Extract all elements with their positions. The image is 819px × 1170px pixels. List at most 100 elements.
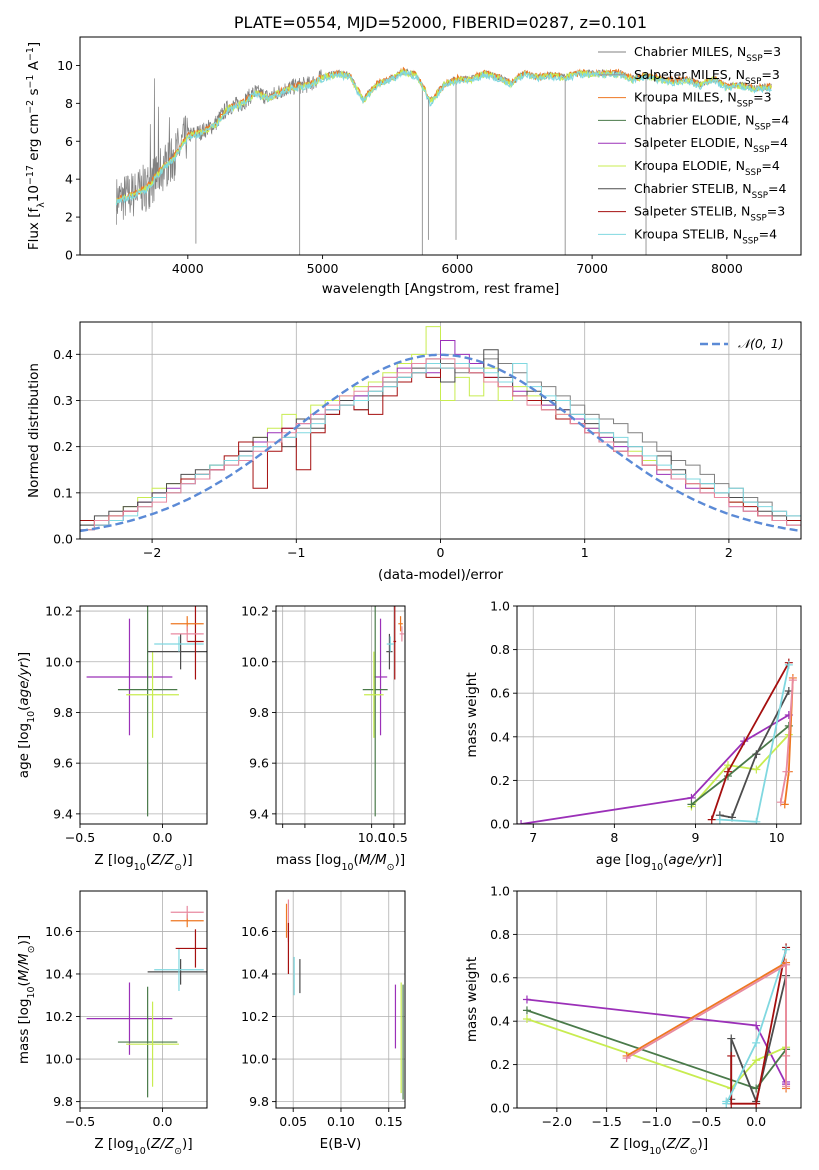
- weight-series-line: [710, 662, 790, 820]
- y-axis-label: mass weight: [464, 957, 480, 1042]
- weight-series-line: [719, 664, 790, 823]
- weight-point-marker: [522, 1006, 531, 1015]
- x-tick-label: −1.5: [592, 1114, 622, 1129]
- x-tick-label: 7000: [576, 261, 608, 276]
- x-axis-label: (data-model)/error: [378, 567, 504, 583]
- legend-label: Salpeter ELODIE, NSSP=4: [634, 135, 788, 155]
- x-tick-label: 10: [769, 830, 785, 845]
- legend-label: Salpeter MILES, NSSP=3: [634, 67, 780, 87]
- spectrum-panel: 4000 5000 6000 7000 8000 0 2 4 6 8 10 PLATE=0554, M…: [25, 13, 802, 297]
- x-tick-label: 0.0: [153, 1114, 173, 1129]
- y-tick-label: 9.6: [53, 756, 73, 771]
- y-tick-label: 0.0: [490, 1101, 510, 1116]
- y-tick-label: 1.0: [490, 599, 510, 614]
- weight-point-marker: [723, 767, 732, 776]
- y-tick-label: 0.8: [490, 642, 510, 657]
- y-tick-label: 10.6: [241, 924, 269, 939]
- x-tick-label: −2.0: [542, 1114, 572, 1129]
- residuals-panel: −2 −1 0 1 2 0.0 0.1 0.2 0.3 0.4 (data-model)/error…: [26, 321, 802, 583]
- x-tick-label: 6000: [441, 261, 473, 276]
- x-axis-label: Z [log10(Z/Z⊙)]: [94, 1136, 192, 1157]
- weight-series-line: [690, 733, 790, 808]
- y-tick-label: 0: [65, 248, 73, 263]
- y-tick-label: 0.6: [490, 970, 510, 985]
- legend-label: Chabrier STELIB, NSSP=4: [634, 181, 787, 201]
- legend-label: Chabrier ELODIE, NSSP=4: [634, 112, 789, 132]
- mass_vs_ebv-ticks: 0.05 0.10 0.15 9.8 10.0 10.2 10.4 10.6: [241, 924, 403, 1129]
- weight-point-marker: [782, 1082, 791, 1091]
- mass_vs_ebv-plot-area: [285, 899, 404, 1100]
- x-tick-label: −1.0: [641, 1114, 671, 1129]
- x-tick-label: 0.0: [153, 830, 173, 845]
- weight-point-marker: [782, 767, 791, 776]
- y-tick-label: 4: [65, 172, 73, 187]
- weight_vs_Z-panel: −2.0 −1.5 −1.0 −0.5 0.0 0.0 0.2 0.4 0.6 0.8 1.0 mas…: [464, 884, 802, 1157]
- x-tick-label: −2: [143, 545, 161, 560]
- axes-frame: [275, 605, 406, 825]
- histogram-series: [80, 363, 801, 539]
- y-tick-label: 9.8: [53, 1094, 73, 1109]
- y-tick-label: 10.4: [45, 966, 73, 981]
- residuals-plot-area: [80, 326, 801, 539]
- mass_vs_Z-ticks: −0.5 0.0 9.8 10.0 10.2 10.4 10.6: [45, 924, 172, 1129]
- legend-label: Kroupa MILES, NSSP=3: [634, 90, 772, 110]
- y-tick-label: 10.2: [241, 1009, 269, 1024]
- x-tick-label: 2: [725, 545, 733, 560]
- y-tick-label: 10.2: [45, 1009, 73, 1024]
- weight-series-line: [730, 947, 787, 1105]
- x-tick-label: 0.10: [327, 1114, 355, 1129]
- age_vs_Z-plot-area: [86, 606, 207, 817]
- y-tick-label: 10.6: [45, 924, 73, 939]
- age_vs_Z-ticks: −0.5 0.0 9.4 9.6 9.8 10.0 10.2: [45, 604, 172, 845]
- weight-point-marker: [517, 820, 526, 824]
- age_vs_mass-ticks: 10.010.59.49.69.810.010.2: [241, 604, 408, 845]
- y-tick-label: 9.8: [53, 705, 73, 720]
- y-axis-label: Normed distribution: [26, 363, 42, 498]
- axes-frame: [79, 890, 208, 1109]
- y-tick-label: 10.0: [45, 654, 73, 669]
- weight-point-marker: [752, 765, 761, 774]
- y-tick-label: 10.2: [241, 604, 269, 619]
- weight_vs_age-ticks: 7 8 9 10 0.0 0.2 0.4 0.6 0.8 1.0: [490, 599, 785, 846]
- axes-frame: [516, 890, 802, 1109]
- y-axis-label: age [log10(age/yr)]: [16, 652, 37, 778]
- y-tick-label: 9.8: [249, 705, 269, 720]
- x-tick-label: 5000: [307, 261, 339, 276]
- weight-point-marker: [687, 800, 696, 809]
- histogram-series: [80, 358, 801, 539]
- legend-label: Kroupa ELODIE, NSSP=4: [634, 158, 780, 178]
- weight_vs_Z-ticks: −2.0 −1.5 −1.0 −0.5 0.0 0.0 0.2 0.4 0.6 0.8 1.0: [490, 884, 766, 1130]
- weight-series-line: [626, 963, 787, 1087]
- mass_vs_ebv-panel: 0.05 0.10 0.15 9.8 10.0 10.2 10.4 10.6 E(B-V): [241, 890, 406, 1152]
- weight-point-marker: [784, 660, 793, 669]
- figure-title: PLATE=0554, MJD=52000, FIBERID=0287, z=0…: [234, 13, 647, 32]
- weight-point-marker: [782, 1051, 791, 1060]
- y-tick-label: 9.6: [249, 756, 269, 771]
- mass_vs_Z-plot-area: [86, 905, 207, 1098]
- weight-point-marker: [752, 1099, 761, 1108]
- y-axis-label: mass [log10(M/M⊙)]: [16, 935, 37, 1064]
- x-tick-label: 0.05: [279, 1114, 307, 1129]
- weight-point-marker: [788, 676, 797, 685]
- weight-series-line: [520, 714, 790, 824]
- weight-point-marker: [722, 1099, 731, 1108]
- y-tick-label: 9.8: [249, 1094, 269, 1109]
- legend-label: Chabrier MILES, NSSP=3: [634, 44, 781, 64]
- y-tick-label: 10.2: [45, 604, 73, 619]
- weight-point-marker: [782, 960, 791, 969]
- weight-point-marker: [776, 798, 785, 807]
- y-tick-label: 0.0: [53, 532, 73, 547]
- y-tick-label: 0.8: [490, 927, 510, 942]
- x-tick-label: 10.5: [380, 830, 408, 845]
- mass_vs_Z-panel: −0.5 0.0 9.8 10.0 10.2 10.4 10.6 Z [log10(Z/Z⊙)…: [16, 890, 208, 1157]
- legend-label: 𝒩(0, 1): [738, 336, 784, 351]
- y-tick-label: 0.3: [53, 393, 73, 408]
- weight-point-marker: [780, 800, 789, 809]
- x-tick-label: 7: [529, 830, 537, 845]
- x-tick-label: −0.5: [691, 1114, 721, 1129]
- x-tick-label: 8000: [711, 261, 743, 276]
- weight-point-marker: [715, 815, 724, 824]
- y-axis-label: mass weight: [464, 672, 480, 757]
- weight-point-marker: [752, 750, 761, 759]
